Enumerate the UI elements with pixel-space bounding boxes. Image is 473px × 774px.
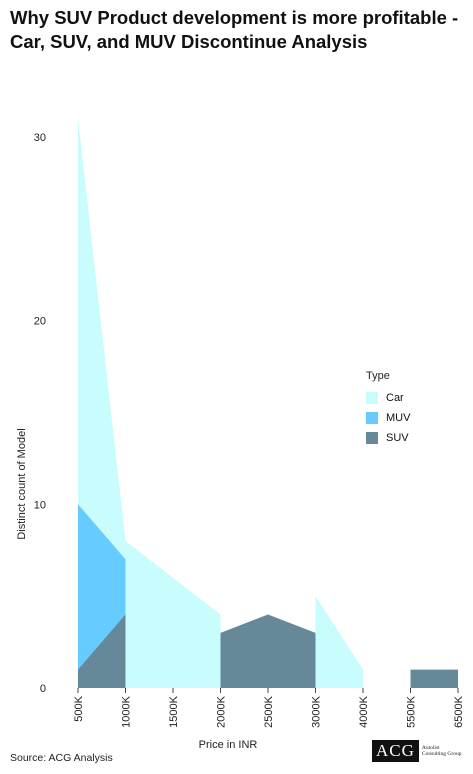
legend-item-muv[interactable]: MUV [366, 408, 410, 428]
y-tick-label-0: 0 [40, 683, 46, 695]
legend-label-suv: SUV [386, 432, 409, 444]
x-tick-label-1000k: 1000K [121, 695, 133, 727]
logo-mark: ACG [372, 740, 419, 762]
y-tick-label-30: 30 [34, 132, 46, 144]
area-car-segment-3 [315, 596, 363, 688]
x-tick-label-2500k: 2500K [263, 695, 275, 727]
x-tick-label-2000k: 2000K [216, 695, 228, 727]
legend-title: Type [366, 370, 390, 382]
x-tick-label-500k: 500K [73, 695, 85, 721]
source-note: Source: ACG Analysis [10, 752, 113, 764]
x-tick-label-3000k: 3000K [311, 695, 323, 727]
legend-label-muv: MUV [386, 412, 411, 424]
legend-swatch-car [366, 392, 378, 404]
area-suv-segment-1 [78, 614, 126, 688]
legend-label-car: Car [386, 392, 404, 404]
y-axis-title: Distinct count of Model [16, 428, 28, 539]
y-tick-label-20: 20 [34, 316, 46, 328]
chart-title: Why SUV Product development is more prof… [10, 7, 459, 52]
legend-swatch-suv [366, 432, 378, 444]
legend-swatch-muv [366, 412, 378, 424]
x-tick-label-6500k: 6500K [453, 695, 465, 727]
legend: Type Car MUV SUV [366, 370, 410, 448]
area-suv-segment-3 [410, 669, 458, 688]
legend-item-suv[interactable]: SUV [366, 428, 410, 448]
x-tick-label-4000k: 4000K [358, 695, 370, 727]
acg-logo: ACG Autolist Consulting Group [372, 739, 466, 763]
area-car-segment-2 [125, 541, 221, 688]
area-suv-segment-2 [220, 614, 316, 688]
legend-item-car[interactable]: Car [366, 388, 410, 408]
y-tick-label-10: 10 [34, 499, 46, 511]
x-tick-label-1500k: 1500K [168, 695, 180, 727]
logo-text: Autolist Consulting Group [421, 745, 462, 757]
x-axis-title: Price in INR [199, 739, 258, 751]
x-tick-label-5500k: 5500K [406, 695, 418, 727]
